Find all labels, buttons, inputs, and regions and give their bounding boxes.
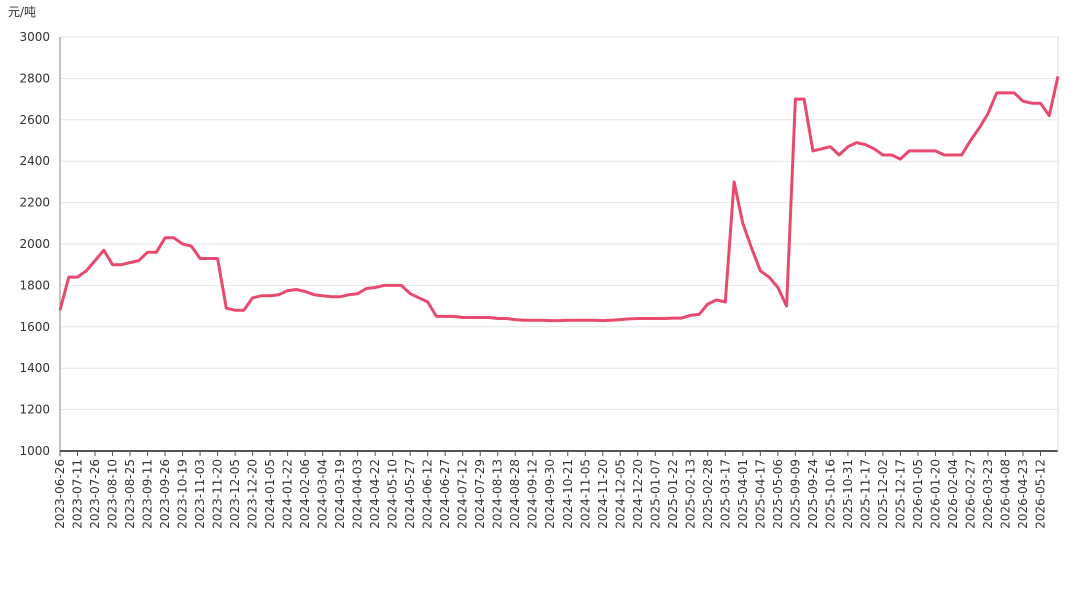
x-tick-label: 2026-02-04 [946, 459, 960, 529]
x-tick-label: 2025-04-17 [753, 459, 767, 529]
x-tick-label: 2024-10-21 [561, 459, 575, 529]
x-tick-label: 2025-04-01 [736, 459, 750, 529]
x-tick-label: 2025-02-13 [683, 459, 697, 529]
x-tick-label: 2024-07-12 [456, 459, 470, 529]
x-tick-label: 2025-11-17 [858, 459, 872, 529]
x-tick-label: 2024-03-04 [316, 459, 330, 529]
x-tick-label: 2024-04-22 [368, 459, 382, 529]
x-tick-label: 2025-10-31 [841, 459, 855, 529]
y-tick-label: 1600 [19, 320, 50, 334]
x-tick-label: 2024-09-12 [526, 459, 540, 529]
x-tick-label: 2026-01-05 [911, 459, 925, 529]
x-tick-label: 2025-09-24 [806, 459, 820, 529]
x-tick-label: 2024-08-28 [508, 459, 522, 529]
y-tick-label: 2600 [19, 113, 50, 127]
y-tick-label: 3000 [19, 30, 50, 44]
x-tick-label: 2023-12-20 [246, 459, 260, 529]
x-tick-label: 2026-02-27 [963, 459, 977, 529]
x-tick-label: 2023-10-19 [176, 459, 190, 529]
x-tick-label: 2023-08-25 [123, 459, 137, 529]
x-tick-label: 2024-08-13 [491, 459, 505, 529]
x-tick-label: 2024-04-03 [351, 459, 365, 529]
y-tick-label: 2800 [19, 71, 50, 85]
y-tick-label: 2200 [19, 196, 50, 210]
x-tick-label: 2026-01-20 [928, 459, 942, 529]
x-tick-label: 2023-09-11 [141, 459, 155, 529]
x-tick-label: 2026-04-23 [1016, 459, 1030, 529]
x-tick-label: 2024-12-05 [613, 459, 627, 529]
x-tick-label: 2023-07-11 [71, 459, 85, 529]
x-tick-label: 2024-11-05 [578, 459, 592, 529]
y-axis-label: 元/吨 [8, 5, 36, 19]
y-tick-label: 1000 [19, 444, 50, 458]
x-tick-label: 2024-07-29 [473, 459, 487, 529]
y-tick-label: 1400 [19, 361, 50, 375]
x-tick-label: 2025-01-07 [648, 459, 662, 529]
y-tick-label: 2000 [19, 237, 50, 251]
y-tick-label: 1200 [19, 403, 50, 417]
x-tick-label: 2023-08-10 [106, 459, 120, 529]
x-tick-label: 2023-11-03 [193, 459, 207, 529]
y-tick-label: 2400 [19, 154, 50, 168]
x-tick-label: 2023-07-26 [88, 459, 102, 529]
x-tick-label: 2023-11-20 [211, 459, 225, 529]
x-tick-label: 2024-01-05 [263, 459, 277, 529]
x-tick-label: 2024-06-12 [421, 459, 435, 529]
x-tick-label: 2026-03-23 [981, 459, 995, 529]
x-tick-label: 2025-02-28 [701, 459, 715, 529]
price-line [58, 75, 1060, 323]
x-tick-label: 2024-03-19 [333, 459, 347, 529]
x-tick-label: 2025-03-17 [718, 459, 732, 529]
x-tick-label: 2024-02-06 [298, 459, 312, 529]
x-tick-label: 2024-11-20 [596, 459, 610, 529]
x-tick-label: 2024-05-10 [386, 459, 400, 529]
x-tick-label: 2024-12-20 [631, 459, 645, 529]
x-tick-label: 2023-09-26 [158, 459, 172, 529]
x-tick-label: 2026-04-08 [998, 459, 1012, 529]
x-tick-label: 2025-10-16 [823, 459, 837, 529]
x-tick-label: 2023-12-05 [228, 459, 242, 529]
x-tick-label: 2025-12-17 [893, 459, 907, 529]
x-tick-label: 2025-01-22 [666, 459, 680, 529]
y-tick-label: 1800 [19, 278, 50, 292]
x-tick-label: 2026-05-12 [1033, 459, 1047, 529]
x-tick-label: 2025-09-09 [788, 459, 802, 529]
x-tick-label: 2024-06-27 [438, 459, 452, 529]
x-tick-label: 2024-05-27 [403, 459, 417, 529]
x-tick-label: 2025-12-02 [876, 459, 890, 529]
x-tick-label: 2025-05-06 [771, 459, 785, 529]
x-tick-label: 2024-09-30 [543, 459, 557, 529]
x-tick-label: 2023-06-26 [53, 459, 67, 529]
x-tick-label: 2024-01-22 [281, 459, 295, 529]
